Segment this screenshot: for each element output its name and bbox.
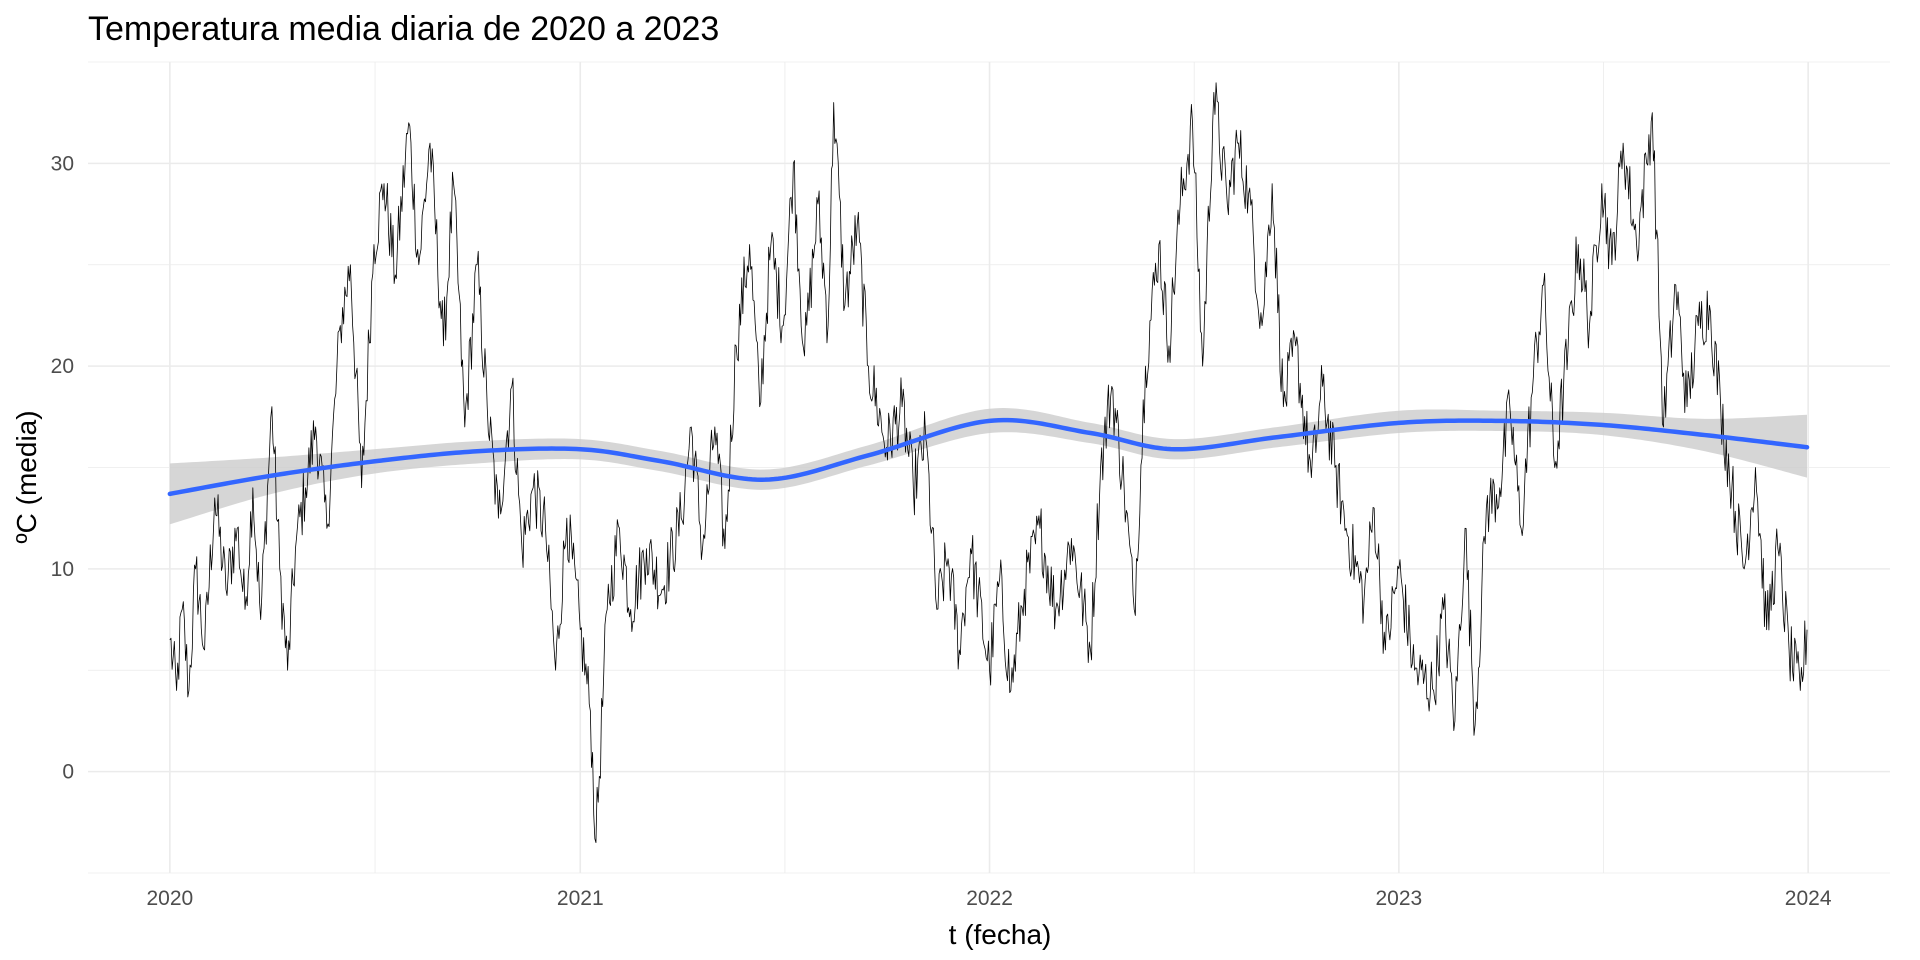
daily-temperature-line bbox=[169, 82, 1808, 843]
x-tick-label: 2020 bbox=[146, 887, 193, 910]
y-tick-label: 20 bbox=[51, 355, 74, 378]
smooth-confidence-band bbox=[169, 408, 1808, 525]
y-tick-label: 10 bbox=[51, 558, 74, 581]
chart-title: Temperatura media diaria de 2020 a 2023 bbox=[88, 10, 719, 48]
x-tick-label: 2022 bbox=[966, 887, 1013, 910]
smooth-trend-line bbox=[167, 417, 1810, 497]
x-axis-title: t (fecha) bbox=[949, 919, 1052, 950]
x-tick-label: 2021 bbox=[557, 887, 604, 910]
x-tick-label: 2023 bbox=[1375, 887, 1422, 910]
confidence-band-area bbox=[169, 408, 1808, 525]
y-tick-label: 30 bbox=[51, 152, 74, 175]
y-tick-label: 0 bbox=[62, 761, 74, 784]
grid bbox=[88, 61, 1890, 874]
y-axis-ticks: 0 10 20 30 bbox=[51, 152, 74, 783]
x-axis-ticks: 2020 2021 2022 2023 2024 bbox=[146, 887, 1831, 910]
x-tick-label: 2024 bbox=[1785, 887, 1832, 910]
daily-temperature-series bbox=[169, 82, 1808, 843]
y-axis-title: ºC (media) bbox=[11, 410, 42, 543]
smooth-trend-series bbox=[167, 417, 1810, 497]
